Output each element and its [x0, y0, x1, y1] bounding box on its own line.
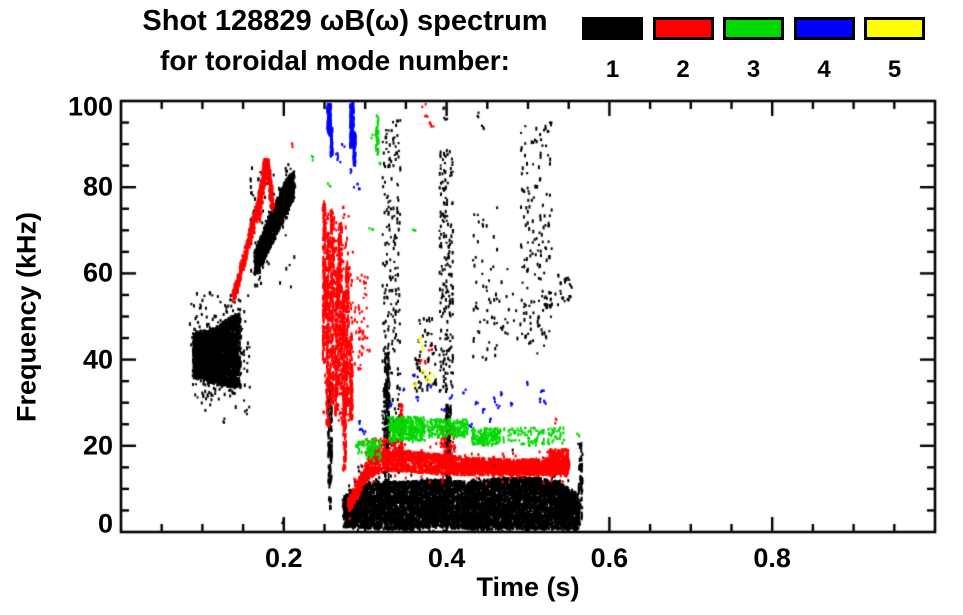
legend-swatch-n4	[793, 17, 855, 40]
legend-label-n3: 3	[746, 56, 761, 83]
legend-swatch-n5	[864, 17, 925, 40]
x-tick-label-0.4: 0.4	[427, 543, 466, 573]
y-axis-title: Frequency (kHz)	[11, 211, 42, 423]
x-tick-label-0.6: 0.6	[590, 543, 629, 573]
chart-title-line2: for toroidal mode number:	[160, 45, 510, 76]
legend-swatch-n3	[723, 17, 784, 40]
y-tick-label-40: 40	[82, 344, 113, 375]
chart-title-line1: Shot 128829 ωB(ω) spectrum	[142, 5, 548, 37]
y-tick-label-100: 100	[67, 91, 113, 122]
legend-label-n2: 2	[676, 56, 690, 83]
legend-swatch-n1	[582, 17, 643, 40]
x-tick-label-0.8: 0.8	[753, 543, 791, 573]
legend-label-n5: 5	[887, 56, 902, 83]
x-axis-title: Time (s)	[476, 572, 580, 602]
legend-label-n1: 1	[605, 56, 620, 83]
y-tick-label-60: 60	[82, 257, 113, 288]
y-tick-label-80: 80	[82, 171, 113, 202]
legend-label-n4: 4	[817, 56, 831, 83]
x-tick-label-0.2: 0.2	[265, 543, 303, 573]
y-tick-label-20: 20	[82, 430, 113, 461]
y-tick-label-0: 0	[97, 508, 113, 539]
legend-swatch-n2	[652, 17, 714, 40]
